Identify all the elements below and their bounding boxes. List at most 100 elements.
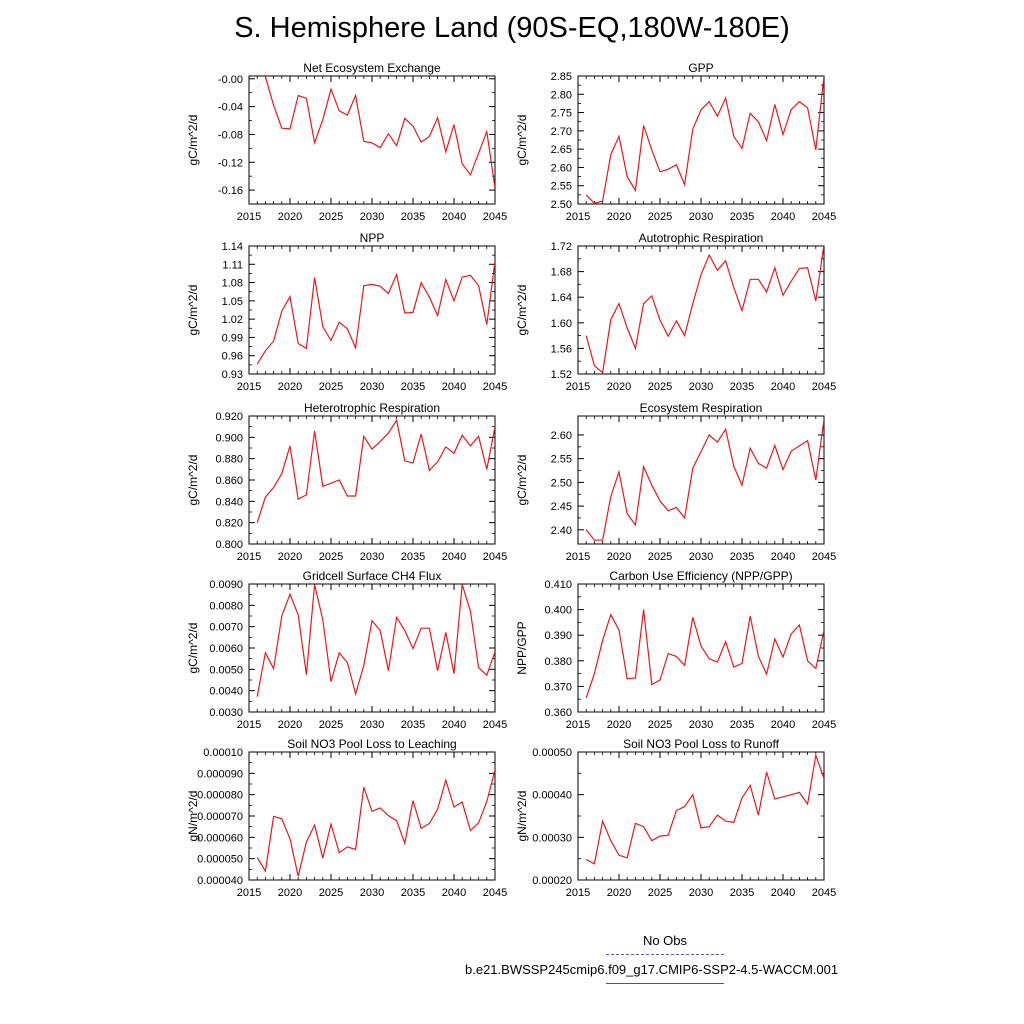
x-tick-label: 2020 bbox=[278, 211, 302, 223]
chart-title: Gridcell Surface CH4 Flux bbox=[303, 569, 442, 583]
y-tick-label: 0.410 bbox=[544, 579, 572, 591]
x-tick-label: 2015 bbox=[237, 381, 261, 393]
y-tick-label: 2.55 bbox=[551, 454, 572, 466]
y-tick-label: -0.04 bbox=[218, 102, 243, 114]
x-tick-label: 2040 bbox=[771, 381, 795, 393]
x-tick-label: 2015 bbox=[237, 551, 261, 563]
x-tick-label: 2025 bbox=[648, 211, 672, 223]
y-tick-label: 1.64 bbox=[551, 292, 572, 304]
y-tick-label: 0.860 bbox=[215, 475, 243, 487]
y-tick-label: 1.14 bbox=[222, 241, 243, 253]
x-tick-label: 2020 bbox=[607, 381, 631, 393]
y-tick-label: 0.00050 bbox=[532, 747, 572, 759]
x-tick-label: 2045 bbox=[812, 887, 836, 899]
chart-title: Soil NO3 Pool Loss to Leaching bbox=[287, 737, 456, 751]
x-tick-label: 2035 bbox=[401, 211, 425, 223]
chart-panel-0: Net Ecosystem Exchange gC/m^2/d 2015 2020 20… bbox=[186, 61, 507, 223]
y-tick-label: 0.96 bbox=[222, 351, 243, 363]
x-tick-label: 2015 bbox=[237, 719, 261, 731]
x-tick-label: 2025 bbox=[648, 719, 672, 731]
x-tick-label: 2040 bbox=[771, 719, 795, 731]
x-tick-label: 2035 bbox=[401, 381, 425, 393]
y-tick-label: 0.0050 bbox=[209, 664, 243, 676]
y-tick-label: 0.900 bbox=[215, 432, 243, 444]
x-tick-label: 2035 bbox=[730, 211, 754, 223]
series-line bbox=[585, 419, 824, 541]
y-tick-label: 0.000060 bbox=[197, 832, 243, 844]
legend-model-line bbox=[606, 983, 724, 984]
y-tick-label: 0.380 bbox=[544, 656, 572, 668]
y-axis-label: gC/m^2/d bbox=[515, 115, 529, 166]
x-tick-label: 2030 bbox=[689, 551, 713, 563]
y-tick-label: 2.70 bbox=[551, 126, 572, 138]
x-tick-label: 2040 bbox=[442, 551, 466, 563]
y-tick-label: 0.0090 bbox=[209, 579, 243, 591]
series-line bbox=[256, 418, 495, 523]
y-axis-label: gC/m^2/d bbox=[515, 285, 529, 336]
x-tick-label: 2030 bbox=[689, 887, 713, 899]
x-tick-label: 2020 bbox=[278, 551, 302, 563]
y-tick-label: -0.00 bbox=[218, 74, 243, 86]
x-tick-label: 2030 bbox=[360, 381, 384, 393]
x-tick-label: 2040 bbox=[442, 887, 466, 899]
x-tick-label: 2040 bbox=[771, 887, 795, 899]
y-axis-label: gC/m^2/d bbox=[186, 623, 200, 674]
x-tick-label: 2035 bbox=[401, 719, 425, 731]
y-tick-label: 0.000070 bbox=[197, 811, 243, 823]
plot-frame bbox=[577, 75, 825, 205]
y-tick-label: 2.60 bbox=[551, 430, 572, 442]
x-tick-label: 2035 bbox=[401, 887, 425, 899]
y-axis-label: gN/m^2/d bbox=[186, 791, 200, 842]
y-tick-label: 0.820 bbox=[215, 518, 243, 530]
x-tick-label: 2035 bbox=[730, 887, 754, 899]
y-tick-label: 2.85 bbox=[551, 71, 572, 83]
x-tick-label: 2020 bbox=[607, 719, 631, 731]
series-line bbox=[585, 609, 824, 699]
y-axis-label: gN/m^2/d bbox=[515, 791, 529, 842]
x-tick-label: 2035 bbox=[730, 719, 754, 731]
y-tick-label: 1.08 bbox=[222, 278, 243, 290]
plot-frame bbox=[248, 75, 496, 205]
plot-frame bbox=[577, 415, 825, 545]
plot-frame bbox=[248, 583, 496, 713]
series-line bbox=[585, 246, 824, 374]
plot-frame bbox=[248, 245, 496, 375]
x-tick-label: 2030 bbox=[360, 211, 384, 223]
y-tick-label: 0.000090 bbox=[197, 768, 243, 780]
y-tick-label: 0.0060 bbox=[209, 643, 243, 655]
x-tick-label: 2040 bbox=[442, 719, 466, 731]
x-tick-label: 2015 bbox=[566, 211, 590, 223]
y-tick-label: 0.99 bbox=[222, 332, 243, 344]
x-tick-label: 2030 bbox=[689, 719, 713, 731]
y-tick-label: 0.0030 bbox=[209, 707, 243, 719]
chart-title: Net Ecosystem Exchange bbox=[303, 61, 441, 75]
x-tick-label: 2015 bbox=[566, 719, 590, 731]
y-tick-label: 2.45 bbox=[551, 501, 572, 513]
y-tick-label: 0.370 bbox=[544, 681, 572, 693]
x-tick-label: 2025 bbox=[319, 719, 343, 731]
y-tick-label: 0.880 bbox=[215, 454, 243, 466]
chart-panel-7: Carbon Use Efficiency (NPP/GPP) NPP/GPP 20… bbox=[515, 569, 836, 731]
x-tick-label: 2020 bbox=[278, 887, 302, 899]
y-tick-label: 0.93 bbox=[222, 369, 243, 381]
chart-title: Soil NO3 Pool Loss to Runoff bbox=[623, 737, 780, 751]
chart-panel-3: Autotrophic Respiration gC/m^2/d 2015 2020 2… bbox=[515, 231, 836, 393]
y-axis-label: gC/m^2/d bbox=[186, 285, 200, 336]
y-tick-label: 1.52 bbox=[551, 369, 572, 381]
x-tick-label: 2015 bbox=[237, 887, 261, 899]
x-tick-label: 2025 bbox=[648, 381, 672, 393]
x-tick-label: 2015 bbox=[237, 211, 261, 223]
y-tick-label: 2.50 bbox=[551, 199, 572, 211]
x-tick-label: 2020 bbox=[278, 719, 302, 731]
chart-title: NPP bbox=[360, 231, 385, 245]
chart-panel-5: Ecosystem Respiration gC/m^2/d 2015 2020 202… bbox=[515, 401, 836, 563]
x-tick-label: 2045 bbox=[483, 719, 507, 731]
y-tick-label: 0.000080 bbox=[197, 790, 243, 802]
chart-panel-4: Heterotrophic Respiration gC/m^2/d 2015 202… bbox=[186, 401, 507, 563]
plot-frame bbox=[577, 751, 825, 881]
x-tick-label: 2045 bbox=[483, 551, 507, 563]
x-tick-label: 2045 bbox=[812, 551, 836, 563]
x-tick-label: 2025 bbox=[648, 551, 672, 563]
x-tick-label: 2030 bbox=[689, 381, 713, 393]
